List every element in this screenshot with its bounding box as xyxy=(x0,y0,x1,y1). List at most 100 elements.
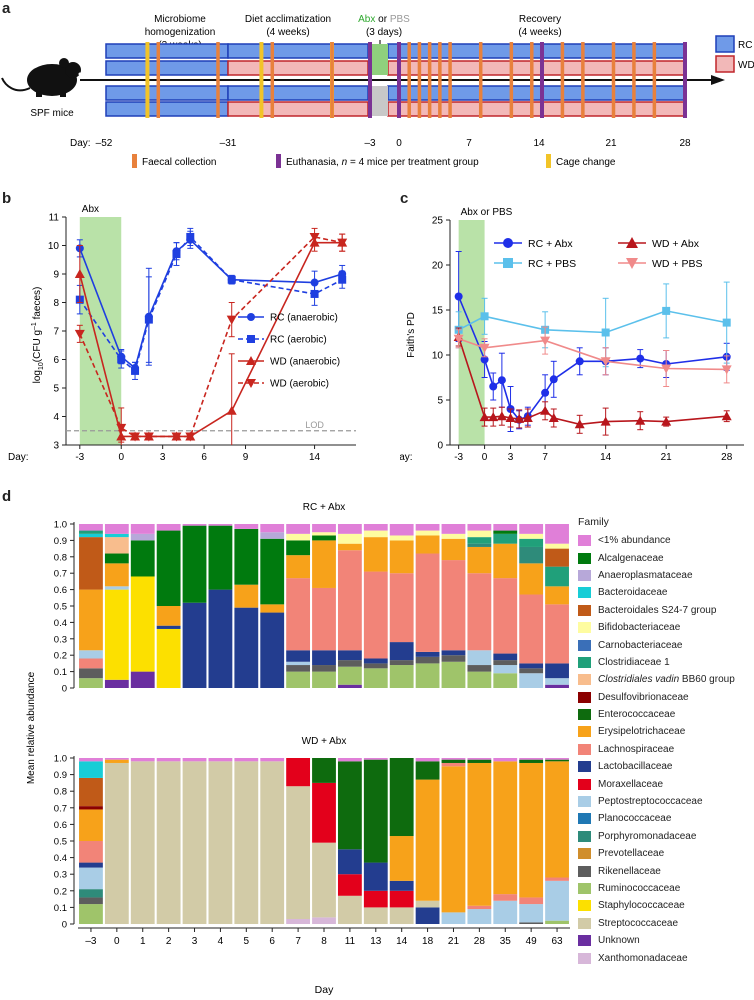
bar-segment-bacteroidaceae xyxy=(79,761,103,778)
bar-segment--1-abundance xyxy=(312,524,336,533)
bar-segment-erysipelotrichaceae xyxy=(415,779,440,901)
bar-segment-peptostreptococcaceae xyxy=(493,900,518,924)
legend-swatch xyxy=(578,552,591,564)
bar-segment-porphyromonadaceae xyxy=(467,543,492,547)
faecal-collection-mark xyxy=(427,42,432,118)
faecal-collection-mark xyxy=(652,42,657,118)
data-point-rc-abx xyxy=(489,382,498,391)
data-point-rc-pbs xyxy=(601,328,610,337)
data-point-wd-abx xyxy=(548,413,559,422)
bar-segment-porphyromonadaceae xyxy=(79,889,103,898)
abx-or-pbs-label: Abx or PBS xyxy=(358,14,410,25)
cage-change-mark xyxy=(259,42,264,118)
bar-segment-lachnospiraceae xyxy=(441,762,466,767)
legend-swatch xyxy=(578,587,591,599)
legend-swatch xyxy=(578,917,591,929)
x-tick-label: 0 xyxy=(114,936,120,947)
legend-label-wd-abx: WD + Abx xyxy=(652,238,700,250)
legend-swatch xyxy=(578,604,591,616)
x-tick-label: 3 xyxy=(508,452,514,463)
bar-segment-lachnospiraceae xyxy=(389,573,414,643)
legend-swatch xyxy=(578,883,591,894)
data-point-rc-aerobic xyxy=(131,366,140,375)
y-tick-label: 25 xyxy=(432,216,444,227)
data-point-rc-aerobic xyxy=(117,355,126,364)
bar-segment-lachnospiraceae xyxy=(467,573,492,651)
x-tick-label: 13 xyxy=(370,936,382,947)
legend-label-rc-abx: RC + Abx xyxy=(528,238,573,250)
panel-d-letter: d xyxy=(2,488,12,505)
wd-legend-label: WD xyxy=(738,60,754,71)
bar-segment-ruminococcaceae xyxy=(363,668,388,688)
legend-item: Bacteroidaceae xyxy=(578,584,754,601)
legend-item: Anaeroplasmataceae xyxy=(578,567,754,584)
bar-segment-lachnospiraceae xyxy=(415,553,440,652)
euthanasia-mark xyxy=(368,42,372,118)
data-point-rc-pbs xyxy=(480,312,489,321)
bar-segment-bifidobacteriaceae xyxy=(545,543,569,549)
mouse-label: SPF mice xyxy=(30,108,74,119)
data-point-wd-pbs xyxy=(540,336,551,346)
bar-segment--1-abundance xyxy=(363,758,388,760)
data-point-wd-aerobic xyxy=(185,432,196,442)
panel-d-abundance-chart: RC + Abx 0 0.1 0.2 0.3 0.4 0.5 0.6 0.7 0.8 0.9 1.0 W… xyxy=(26,502,570,996)
legend-label: <1% abundance xyxy=(598,535,671,547)
euthanasia-swatch xyxy=(276,154,281,168)
bar-segment-erysipelotrichaceae xyxy=(312,540,336,588)
bar-segment-erysipelotrichaceae xyxy=(79,809,103,841)
x-tick-label: 35 xyxy=(500,936,512,947)
legend-label-rc-pbs: RC + PBS xyxy=(528,258,576,270)
data-point-rc-abx xyxy=(454,292,463,301)
bar-segment-lactobacillaceae xyxy=(363,862,388,891)
y-tick-label: 0.2 xyxy=(54,886,67,897)
bar-segment-enterococcaceae xyxy=(389,758,414,837)
legend-swatch xyxy=(578,830,591,842)
bar-segment-ruminococcaceae xyxy=(312,671,336,688)
bar-segment-lachnospiraceae xyxy=(441,560,466,651)
faecal-collection-mark xyxy=(530,42,534,118)
bar-segment-rikenellaceae xyxy=(312,665,336,672)
bar-segment-lactobacillaceae xyxy=(260,612,285,688)
bar-segment--1-abundance xyxy=(260,758,285,762)
data-point-wd-abx xyxy=(721,411,732,421)
faecal-collection-mark xyxy=(448,42,452,118)
legend-label: Anaeroplasmataceae xyxy=(598,569,693,581)
legend-item: Moraxellaceae xyxy=(578,775,754,792)
timeline-recovery-segment xyxy=(387,43,687,59)
y-tick-label: 0.2 xyxy=(54,651,67,662)
legend-swatch xyxy=(578,691,591,703)
timeline-homog-segment xyxy=(105,101,229,117)
bar-segment--1-abundance xyxy=(156,524,181,531)
x-tick-label: 4 xyxy=(218,936,224,947)
family-legend-title: Family xyxy=(578,516,609,528)
data-point-rc-abx xyxy=(575,357,584,366)
bar-segment-lachnospiraceae xyxy=(286,578,311,651)
legend-label: Streptococcaceae xyxy=(598,917,679,929)
panel-c-letter: c xyxy=(400,190,409,207)
data-point-rc-abx xyxy=(541,388,550,397)
bar-segment-moraxellaceae xyxy=(337,874,362,896)
y-tick-label: 0.9 xyxy=(54,536,67,547)
bar-segment-lactobacillaceae xyxy=(519,663,544,669)
bar-segment-bacteroidaceae xyxy=(79,533,103,538)
bar-segment--1-abundance xyxy=(467,758,492,760)
legend-item: Alcalgenaceae xyxy=(578,549,754,566)
legend-item: Streptococcaceae xyxy=(578,915,754,932)
legend-item: Unknown xyxy=(578,932,754,949)
legend-swatch xyxy=(578,622,591,634)
legend-item: Bifidobacteriaceae xyxy=(578,619,754,636)
x-tick-label: 14 xyxy=(309,452,321,463)
bar-segment-alcalgenaceae xyxy=(104,553,129,564)
phase-diet-line1: Diet acclimatization xyxy=(245,14,331,25)
bar-segment-unknown xyxy=(545,684,569,688)
data-point-wd-aerobic xyxy=(309,232,320,242)
bar-segment-clostridiaceae-1 xyxy=(519,538,544,547)
bar-segment-lactobacillaceae xyxy=(415,907,440,924)
timeline-diet-segment xyxy=(227,101,369,117)
y-axis-label: log10(CFU g–1 faeces) xyxy=(31,287,45,384)
timeline-diet-segment xyxy=(227,43,369,59)
x-tick-label: 0 xyxy=(482,452,488,463)
bar-segment-streptococcaceae xyxy=(208,761,233,924)
data-point-wd-aerobic xyxy=(116,423,127,433)
legend-item: Rikenellaceae xyxy=(578,862,754,879)
